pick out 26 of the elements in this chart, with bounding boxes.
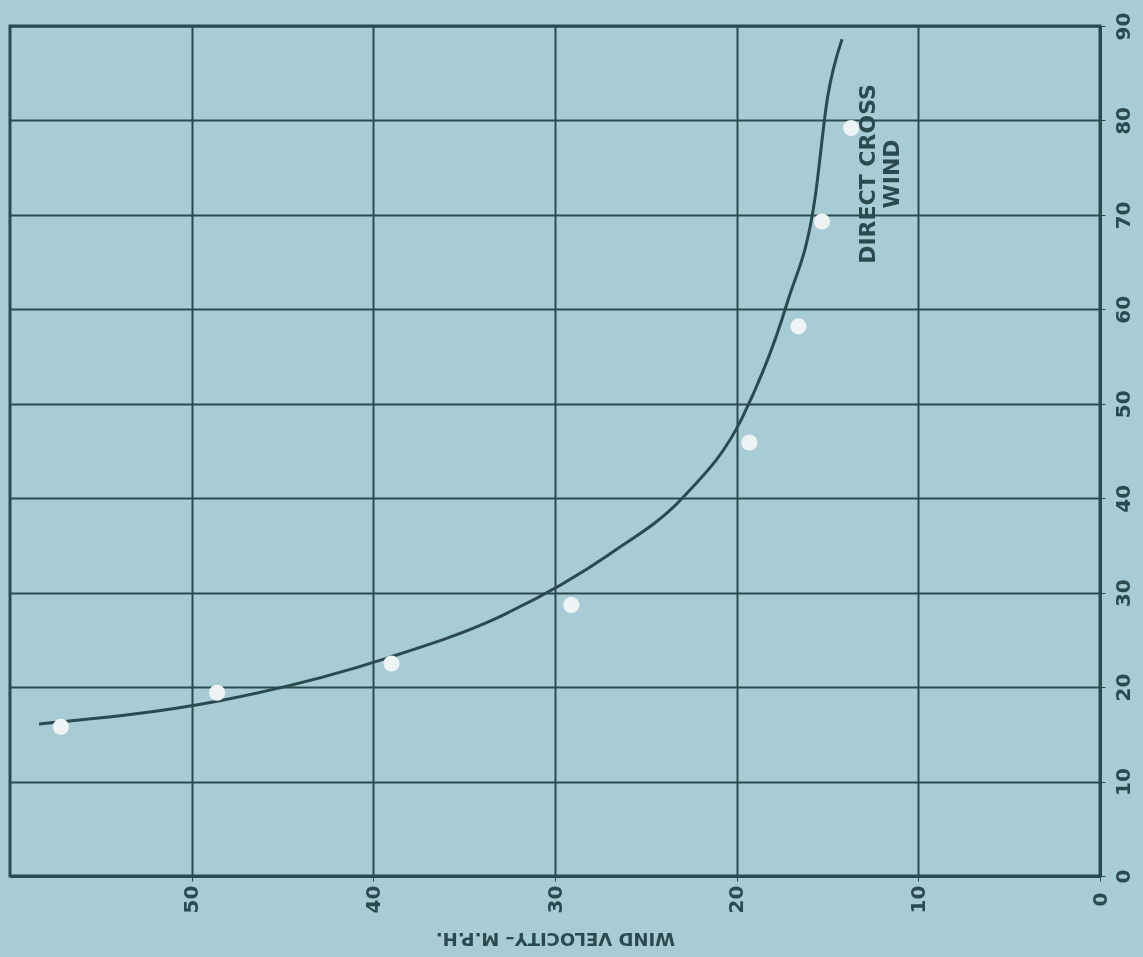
x-tick-label: 10 <box>905 885 930 914</box>
y-tick-label: 70 <box>1110 201 1135 230</box>
point <box>741 434 758 451</box>
y-tick-label: 80 <box>1110 107 1135 135</box>
y-tick-label: 60 <box>1110 295 1135 324</box>
annotation: DIRECT CROSS WIND <box>855 84 904 264</box>
y-tick-label: 10 <box>1110 768 1135 796</box>
y-tick-label: 20 <box>1110 673 1135 702</box>
point <box>563 596 580 613</box>
y-tick-label: 40 <box>1110 484 1135 513</box>
point <box>209 684 226 701</box>
x-tick-label: 50 <box>179 885 204 914</box>
y-tick-label: 50 <box>1110 390 1135 419</box>
point <box>52 718 69 735</box>
point <box>813 213 831 230</box>
y-tick-label: 90 <box>1110 12 1135 41</box>
x-axis-title: WIND VELOCITY– M.P.H. <box>435 929 676 951</box>
point <box>843 119 860 137</box>
point <box>383 655 400 672</box>
point <box>790 318 807 335</box>
x-tick-label: 0 <box>1087 892 1112 907</box>
x-tick-label: 30 <box>542 885 567 914</box>
y-tick-label: 30 <box>1110 579 1135 608</box>
y-tick-label: 0 <box>1110 869 1135 884</box>
x-tick-label: 20 <box>724 885 749 914</box>
x-tick-label: 40 <box>360 885 385 914</box>
